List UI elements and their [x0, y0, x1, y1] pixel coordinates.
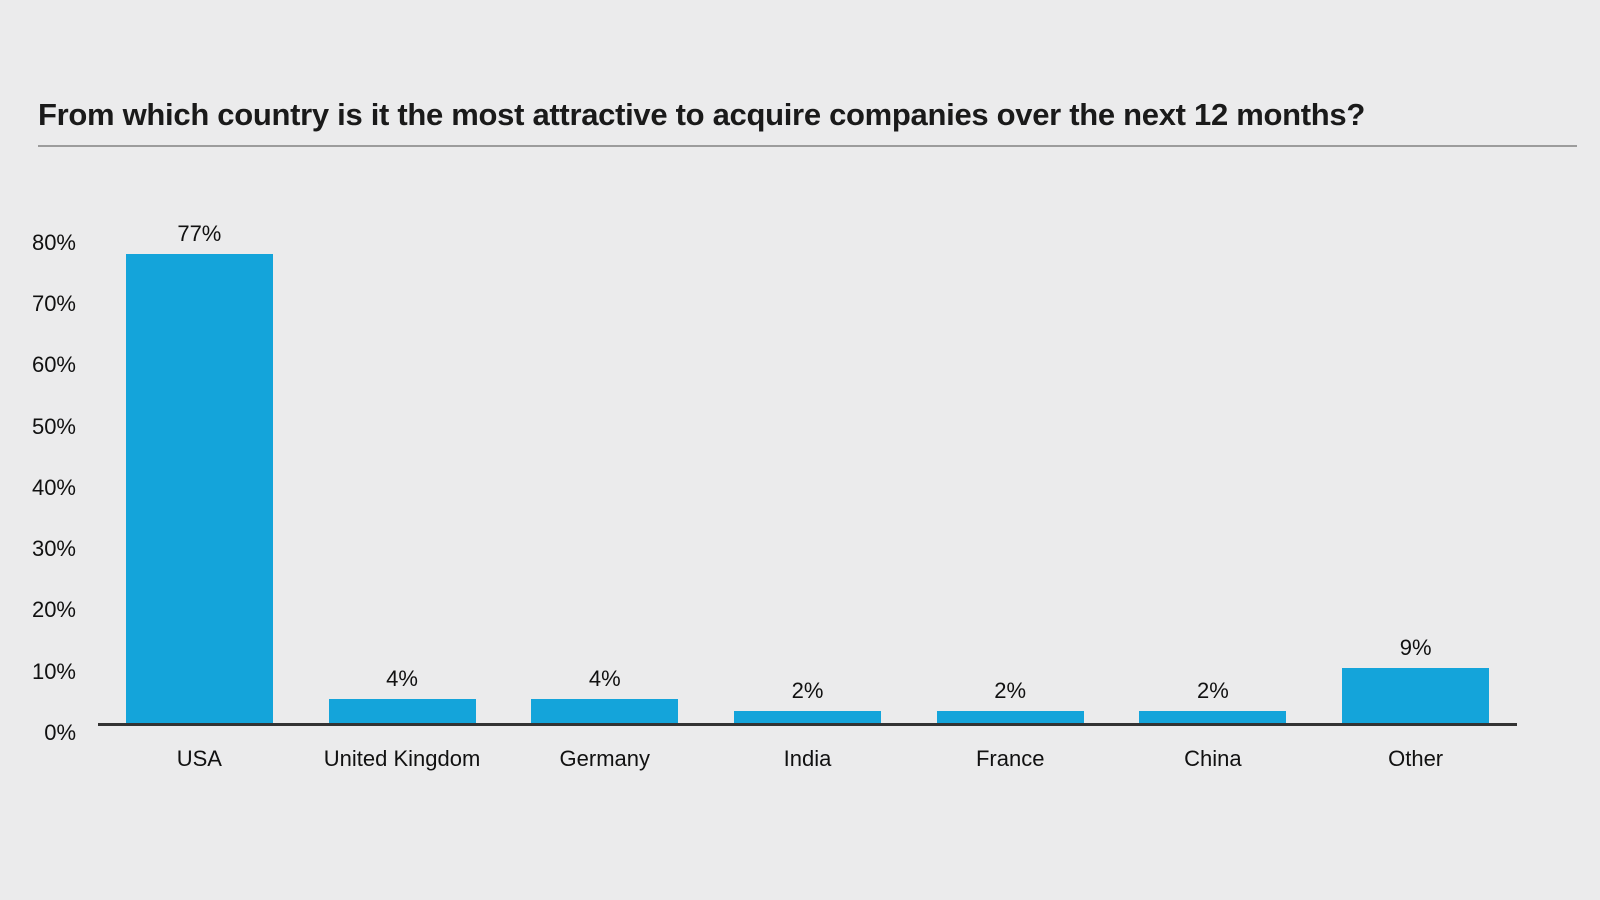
y-tick-label: 10% [31, 658, 76, 684]
bar-china [1139, 710, 1287, 723]
y-tick-label: 80% [31, 229, 76, 255]
category-label-germany: Germany [559, 746, 651, 771]
bar-value-label: 2% [1197, 677, 1229, 703]
bar-value-label: 2% [994, 677, 1027, 703]
bar-value-label: 4% [386, 665, 418, 691]
category-label-united-kingdom: United Kingdom [323, 746, 481, 771]
y-tick-label: 60% [31, 352, 76, 378]
y-tick-label: 30% [31, 536, 76, 562]
y-tick-label: 50% [31, 413, 76, 439]
bar-other [1342, 668, 1490, 723]
bar-germany [531, 698, 679, 723]
bar-india [734, 710, 881, 723]
x-axis-line [98, 723, 1517, 726]
category-label-india: India [783, 746, 832, 771]
bar-value-label: 77% [177, 220, 222, 246]
bar-usa [125, 253, 273, 723]
bar-value-label: 4% [588, 665, 621, 691]
bar-value-label: 9% [1399, 635, 1432, 661]
title-rule [38, 145, 1577, 147]
category-label-france: France [975, 746, 1045, 771]
y-tick-label: 40% [31, 474, 76, 500]
bar-value-label: 2% [791, 677, 824, 703]
category-label-china: China [1184, 746, 1242, 771]
bar-france [936, 710, 1084, 723]
y-tick-label: 0% [44, 720, 76, 745]
y-tick-label: 20% [31, 597, 76, 623]
bar-united-kingdom [328, 698, 476, 723]
category-label-other: Other [1388, 746, 1444, 771]
category-label-usa: USA [176, 746, 222, 771]
chart-title: From which country is it the most attrac… [38, 97, 1365, 132]
y-tick-label: 70% [31, 290, 76, 316]
